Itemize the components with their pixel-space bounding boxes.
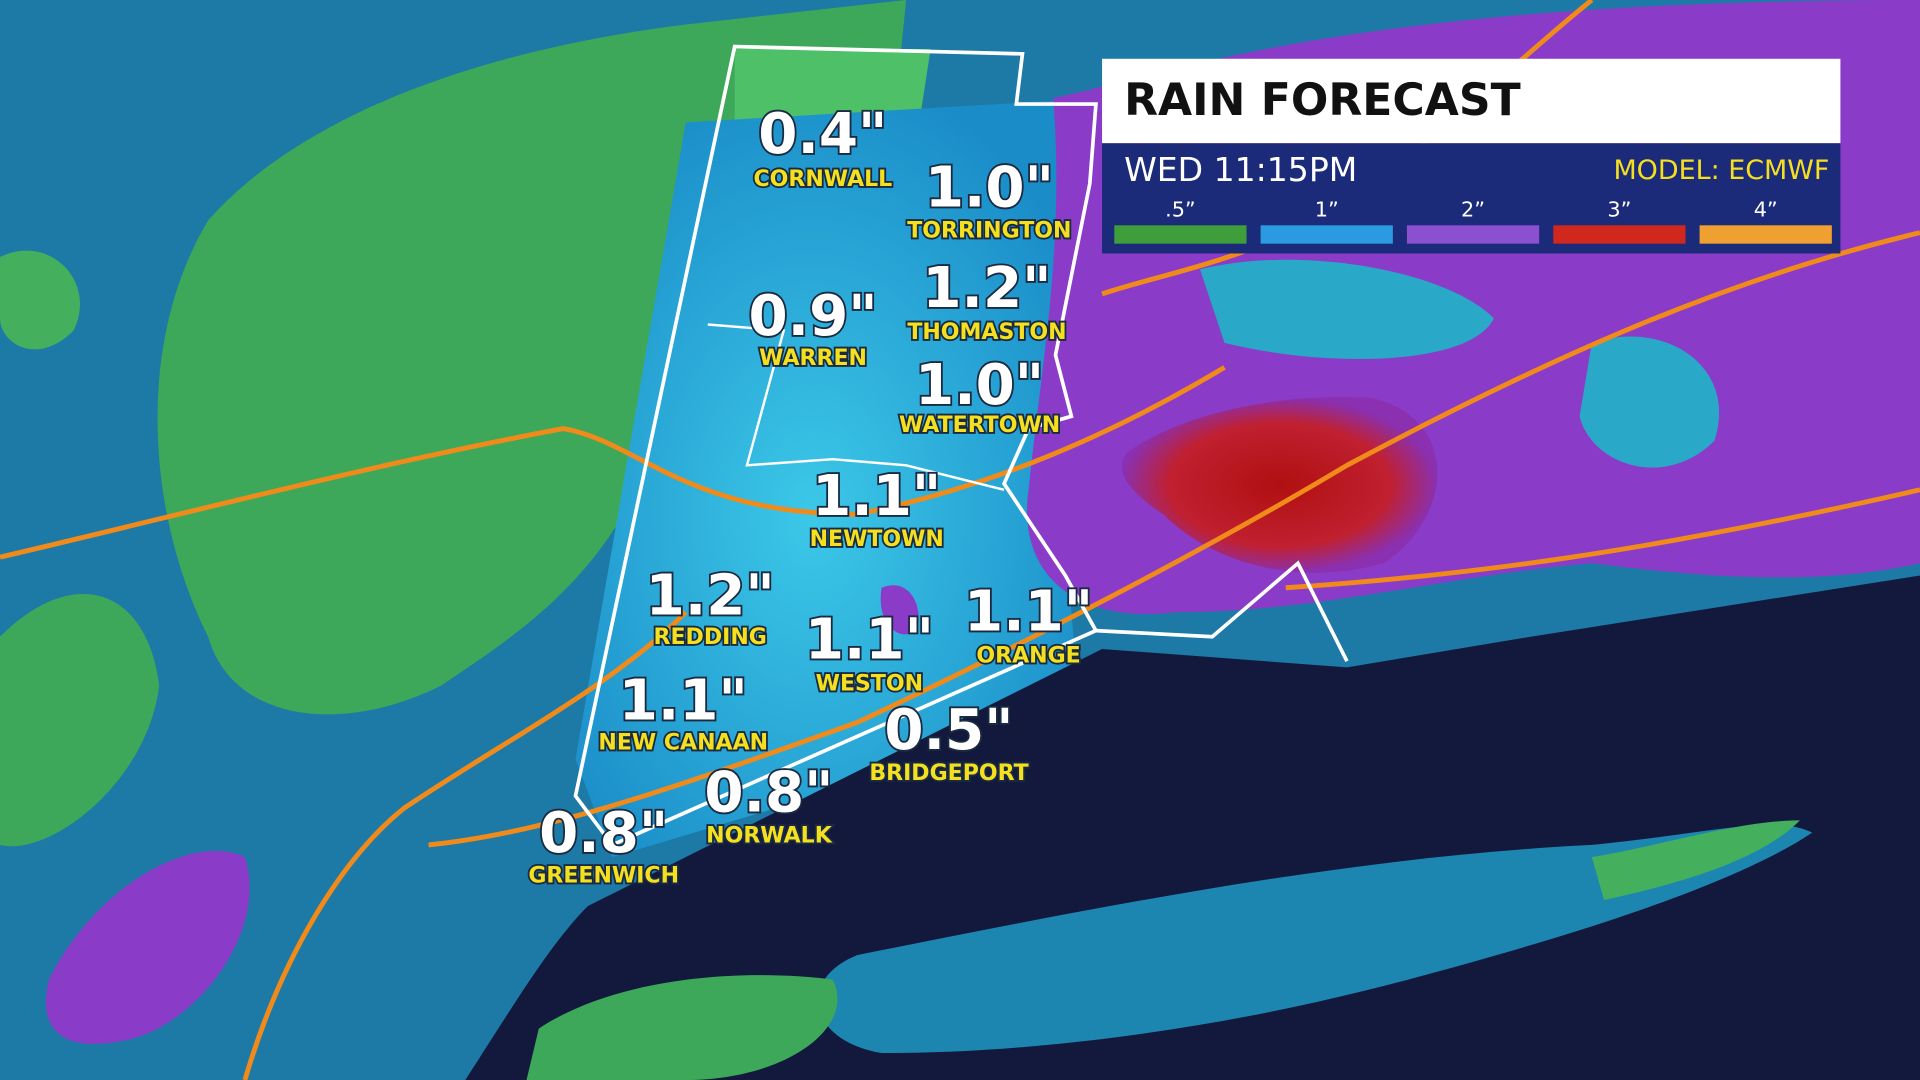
coastline [1095, 560, 1349, 663]
city-name: CORNWALL [753, 167, 892, 192]
city-name: WESTON [816, 671, 923, 696]
city-name: THOMASTON [907, 320, 1066, 345]
rain-amount: 1.2" [646, 563, 775, 628]
legend-swatch [1699, 225, 1832, 244]
rain-green [1591, 820, 1800, 900]
rain-purple [45, 850, 250, 1044]
legend-label: 1” [1315, 198, 1339, 222]
rain-amount: 0.9" [749, 284, 878, 349]
header-time: WED 11:15PM [1124, 150, 1357, 189]
legend-swatch [1114, 225, 1247, 244]
rain-amount: 0.8" [539, 801, 668, 866]
legend-swatch [1553, 225, 1686, 244]
header-title-bar [1102, 58, 1841, 144]
header-title: RAIN FORECAST [1124, 75, 1521, 126]
rain-green [0, 594, 160, 847]
long-island [817, 824, 1813, 1054]
header-model: MODEL: ECMWF [1613, 155, 1829, 186]
city-name: ORANGE [976, 643, 1080, 668]
rain-amount: 1.0" [915, 353, 1044, 418]
city-name: GREENWICH [528, 864, 679, 889]
city-name: NEWTOWN [810, 527, 944, 552]
city-name: BRIDGEPORT [869, 761, 1028, 786]
rain-cyan [1579, 336, 1720, 468]
rain-cyan [1200, 259, 1494, 359]
city-name: NORWALK [706, 823, 833, 848]
legend-swatch [1406, 225, 1540, 244]
rain-amount: 1.2" [922, 256, 1051, 321]
city-name: TORRINGTON [907, 218, 1071, 243]
rain-purple [880, 585, 919, 635]
legend-label: .5” [1165, 198, 1196, 222]
rain-amount: 1.1" [805, 607, 934, 672]
rain-red [1121, 397, 1438, 573]
legend: .5” 1” 2” 3” 4” [1114, 198, 1832, 244]
legend-label: 2” [1461, 198, 1485, 222]
city-labels: 0.4"CORNWALL 1.0"TORRINGTON0.9"WARREN1.2"… [526, 100, 1094, 891]
county-line [707, 323, 1005, 491]
city-name: WARREN [759, 346, 867, 371]
rain-amount: 1.1" [619, 669, 748, 734]
rain-amount: 1.1" [812, 464, 941, 529]
rain-amount: 1.1" [964, 579, 1093, 644]
city-name: WATERTOWN [899, 413, 1060, 438]
city-name: NEW CANAAN [598, 730, 768, 755]
rain-amount: 1.0" [925, 156, 1054, 221]
legend-swatch [1260, 225, 1393, 244]
legend-label: 4” [1754, 198, 1778, 222]
rain-amount: 0.8" [704, 761, 833, 826]
state-outline [573, 44, 1099, 848]
rain-green [526, 975, 838, 1080]
ocean [465, 575, 1920, 1080]
rain-green [0, 250, 80, 350]
legend-label: 3” [1607, 198, 1631, 222]
rain-amount: 0.4" [758, 102, 887, 167]
rain-amount: 0.5" [884, 698, 1013, 763]
city-name: REDDING [654, 625, 767, 650]
